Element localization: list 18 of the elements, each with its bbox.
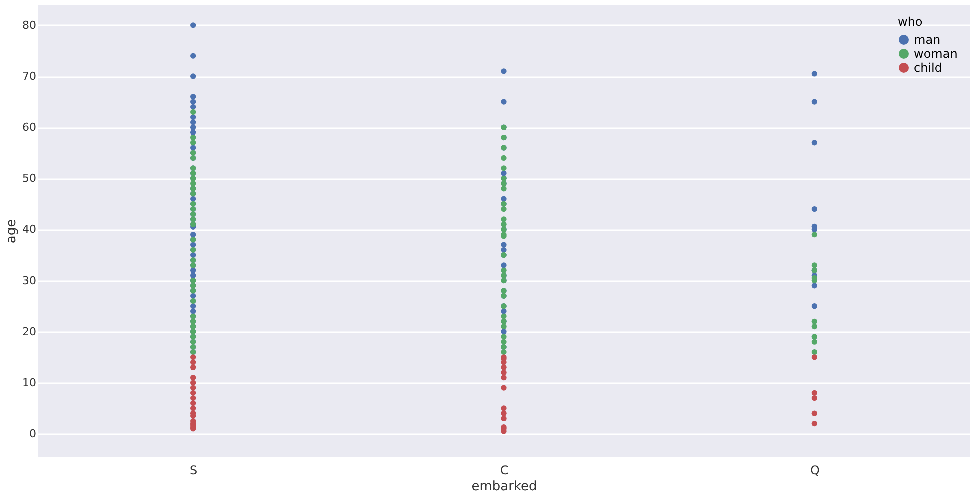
legend-label: woman bbox=[914, 47, 958, 61]
x-tick-label: Q bbox=[810, 464, 820, 478]
x-tick-label: S bbox=[190, 464, 198, 478]
y-tick-label: 40 bbox=[22, 223, 36, 236]
y-tick-label: 70 bbox=[22, 70, 36, 84]
legend-title: who bbox=[898, 15, 923, 29]
y-tick-label: 50 bbox=[22, 172, 36, 186]
y-tick-label: 30 bbox=[22, 274, 36, 288]
x-tick-label: C bbox=[500, 464, 509, 478]
y-tick-label: 60 bbox=[22, 121, 36, 134]
x-axis-title: embarked bbox=[472, 480, 538, 494]
y-tick-label: 80 bbox=[22, 18, 36, 32]
y-tick-label: 10 bbox=[22, 376, 36, 390]
legend-label: child bbox=[914, 61, 942, 75]
y-tick-label: 20 bbox=[22, 325, 36, 338]
legend-label: man bbox=[914, 33, 941, 47]
y-axis-title: age bbox=[4, 219, 20, 244]
y-tick-label: 0 bbox=[30, 428, 36, 441]
